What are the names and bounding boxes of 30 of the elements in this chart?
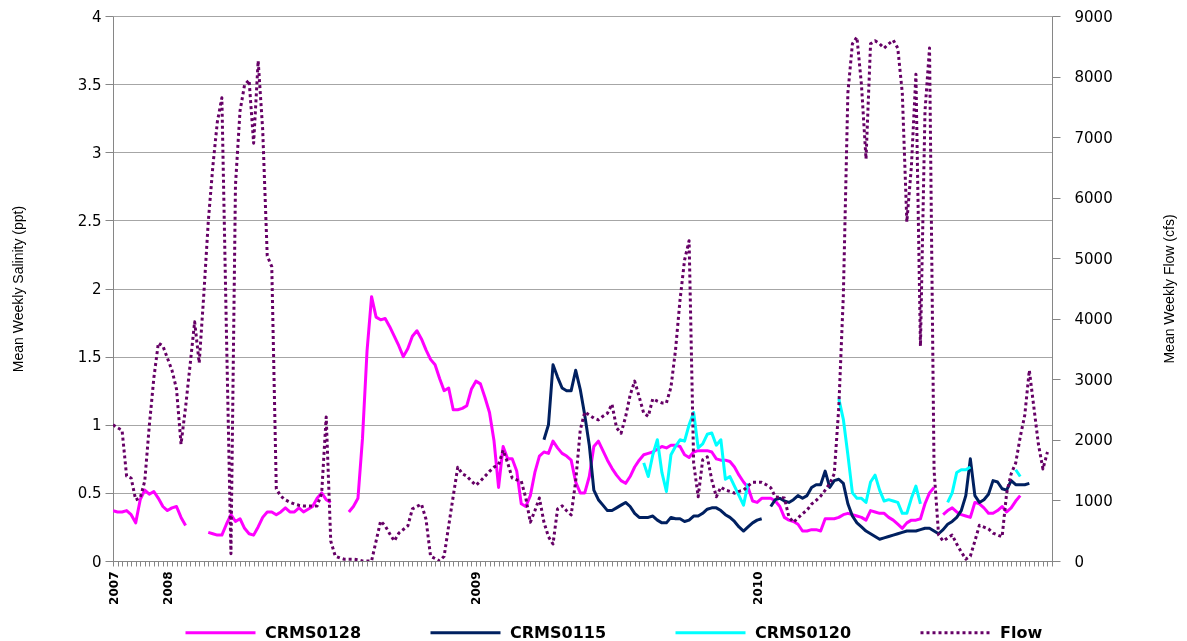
- line-series: [113, 35, 1049, 561]
- y2-tick-label: 8000: [1074, 68, 1113, 87]
- x-tick-label: 2010: [750, 571, 765, 605]
- y-tick-label: 3: [91, 143, 102, 162]
- y-tick-label: 1: [91, 416, 102, 435]
- legend-label: CRMS0128: [265, 622, 362, 641]
- y2-tick-label: 1000: [1074, 491, 1113, 510]
- y2-tick-label: 9000: [1074, 7, 1113, 26]
- y2-tick-label: 3000: [1074, 370, 1113, 389]
- y2-tick-label: 7000: [1074, 128, 1113, 147]
- x-tick-label: 2007: [106, 571, 121, 605]
- y-tick-label: 0: [91, 552, 102, 571]
- y-tick-label: 3.5: [77, 75, 102, 94]
- y2-axis-title: Mean Weekly Flow (cfs): [1160, 214, 1177, 364]
- legend-label: CRMS0120: [755, 622, 852, 641]
- legend-label: Flow: [1000, 622, 1043, 641]
- y-tick-label: 1.5: [77, 348, 102, 367]
- y-tick-label: 4: [91, 7, 102, 26]
- y-tick-label: 2: [91, 280, 102, 298]
- y-tick-label: 0.5: [77, 484, 102, 503]
- y2-tick-label: 6000: [1074, 189, 1113, 208]
- y-tick-label: 2.5: [77, 211, 102, 230]
- y-axis-title: Mean Weekly Salinity (ppt): [9, 205, 26, 373]
- legend-label: CRMS0115: [510, 622, 607, 641]
- y2-tick-label: 2000: [1074, 431, 1113, 450]
- x-tick-label: 2009: [469, 571, 484, 605]
- y2-tick-label: 5000: [1074, 249, 1113, 268]
- x-tick-label: 2008: [160, 571, 175, 605]
- y2-tick-label: 4000: [1074, 310, 1113, 329]
- y2-tick-label: 0: [1074, 552, 1085, 571]
